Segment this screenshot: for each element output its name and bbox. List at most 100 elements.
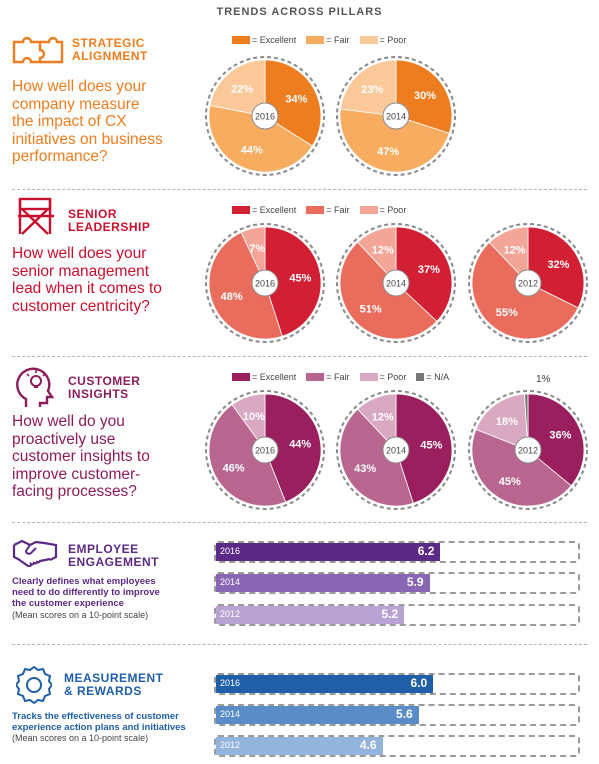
bar-year-label: 2016 xyxy=(220,678,241,688)
legend-label: = N/A xyxy=(426,372,450,382)
pie-slice-excellent xyxy=(395,393,453,504)
bars-note: (Mean scores on a 10-point scale) xyxy=(12,610,149,620)
pie-year-label: 2012 xyxy=(518,279,538,289)
legend-label: = Fair xyxy=(326,35,350,45)
bar-track xyxy=(214,735,580,757)
bar-year-label: 2014 xyxy=(220,709,241,719)
pie-slice-fair xyxy=(339,108,450,173)
pie-outline xyxy=(468,390,588,510)
bar-track xyxy=(214,604,580,626)
bar-value-label: 5.9 xyxy=(406,575,424,589)
legend-label: = Excellent xyxy=(252,35,297,45)
pie-slice-fair xyxy=(208,105,313,173)
pie-slice-label: 34% xyxy=(285,94,307,106)
legend-na: = N/A xyxy=(416,372,449,382)
pillar-title: CUSTOMER INSIGHTS xyxy=(68,374,141,401)
legend: = Excellent = Fair = Poor xyxy=(232,205,406,215)
legend-label: = Excellent xyxy=(252,372,297,382)
legend-swatch xyxy=(359,206,378,214)
pie-slice-na xyxy=(524,393,529,451)
pie-na-label: 1% xyxy=(536,374,551,385)
bar-year-label: 2016 xyxy=(220,546,241,556)
pie-slice-label: 47% xyxy=(377,146,399,158)
bar-year-label: 2014 xyxy=(220,577,241,587)
legend-swatch xyxy=(306,206,325,214)
pie-year-label: 2016 xyxy=(255,446,275,456)
pie-slice-excellent xyxy=(527,393,585,487)
section-senior-leadership: SENIOR LEADERSHIP How well does your sen… xyxy=(0,190,599,355)
handshake-icon xyxy=(12,539,58,567)
legend-excellent: = Excellent xyxy=(232,35,296,45)
legend-swatch xyxy=(416,373,425,381)
lightbulb-head-icon xyxy=(16,367,55,407)
pie-slice-excellent xyxy=(395,59,453,134)
pie-chart: 34% 44% 22% 2016 xyxy=(205,56,325,176)
pie-slice-label: 45% xyxy=(499,476,521,488)
award-ribbon-icon xyxy=(16,665,52,705)
bar-track xyxy=(214,541,580,563)
pie-slice-label: 12% xyxy=(504,245,526,257)
legend: = Excellent = Fair = Poor xyxy=(232,35,406,45)
pie-year-label: 2012 xyxy=(518,446,538,456)
legend-excellent: = Excellent xyxy=(232,205,296,215)
legend-fair: = Fair xyxy=(306,35,350,45)
divider xyxy=(12,644,587,645)
directors-chair-icon xyxy=(18,197,54,235)
pie-slice-excellent xyxy=(395,226,453,322)
pie-slice-fair xyxy=(471,428,572,507)
pie-center xyxy=(514,436,542,464)
pillar-title: STRATEGIC ALIGNMENT xyxy=(72,36,148,63)
pie-slice-label: 7% xyxy=(249,243,265,255)
pie-slice-fair xyxy=(339,408,414,507)
legend-poor: = Poor xyxy=(359,205,407,215)
page-title: TRENDS ACROSS PILLARS xyxy=(216,6,383,18)
pie-slice-excellent xyxy=(264,393,322,503)
bar xyxy=(216,675,434,693)
section-strategic-alignment: STRATEGIC ALIGNMENT How well does your c… xyxy=(0,0,599,190)
bar xyxy=(216,706,419,724)
pie-slice-label: 12% xyxy=(372,412,394,424)
puzzle-icon xyxy=(12,36,64,64)
legend: = Excellent = Fair = Poor = N/A xyxy=(232,372,449,382)
pie-slice-label: 22% xyxy=(231,83,253,95)
legend-excellent: = Excellent xyxy=(232,372,296,382)
legend-poor: = Poor xyxy=(359,35,406,45)
pie-center xyxy=(251,436,279,464)
pie-slice-label: 30% xyxy=(414,90,436,102)
pie-slice-label: 55% xyxy=(496,307,518,319)
pie-slice-label: 12% xyxy=(372,245,394,257)
bar-value-label: 4.6 xyxy=(359,738,377,752)
pie-chart: 32% 55% 12% 2012 xyxy=(468,223,588,343)
pie-slice-poor xyxy=(240,226,266,284)
pie-outline xyxy=(336,390,456,510)
pie-slice-label: 44% xyxy=(241,144,263,156)
pie-center xyxy=(382,269,410,297)
pillar-title: EMPLOYEE ENGAGEMENT xyxy=(68,542,160,569)
pie-slice-label: 32% xyxy=(547,259,569,271)
pie-slice-poor xyxy=(488,226,529,284)
pie-slice-poor xyxy=(475,393,529,451)
legend-swatch xyxy=(359,36,378,44)
bars-caption: Tracks the effectiveness of customer exp… xyxy=(12,711,186,733)
pie-slice-label: 23% xyxy=(361,84,383,96)
bar-track xyxy=(214,572,580,594)
pie-center xyxy=(514,269,542,297)
bar xyxy=(216,737,383,755)
legend-label: = Poor xyxy=(379,372,407,382)
pie-year-label: 2014 xyxy=(386,112,406,122)
pie-outline xyxy=(468,223,588,343)
bar-year-label: 2012 xyxy=(220,609,241,619)
pie-slice-label: 43% xyxy=(354,463,376,475)
pie-year-label: 2016 xyxy=(255,279,275,289)
pie-chart: 37% 51% 12% 2014 xyxy=(336,223,456,343)
legend-label: = Poor xyxy=(379,205,407,215)
pie-chart: 36% 45% 18% 2012 xyxy=(468,390,588,510)
legend-label: = Fair xyxy=(326,372,350,382)
pillar-question: How well do you proactively use customer… xyxy=(12,413,150,500)
pie-year-label: 2014 xyxy=(386,446,406,456)
pie-slice-poor xyxy=(209,59,266,117)
pie-slice-poor xyxy=(231,393,266,452)
pie-slice-label: 45% xyxy=(289,272,311,284)
pillar-question: How well does your senior management lea… xyxy=(12,245,162,315)
bar xyxy=(216,606,405,624)
